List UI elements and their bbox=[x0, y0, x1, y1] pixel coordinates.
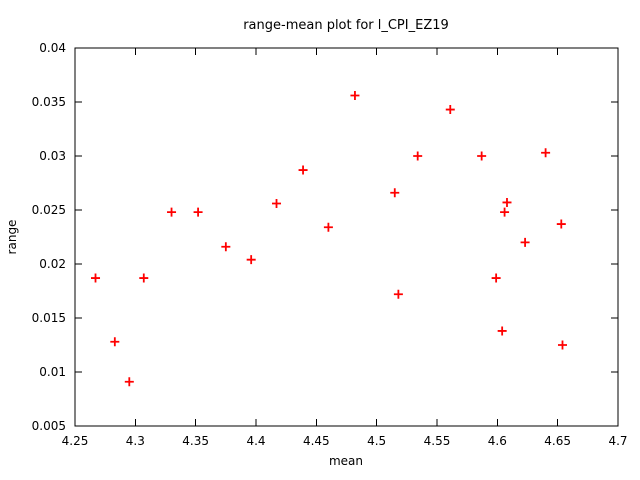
x-tick-label: 4.3 bbox=[126, 434, 145, 448]
chart-title: range-mean plot for l_CPI_EZ19 bbox=[243, 18, 449, 33]
scatter-points bbox=[91, 91, 567, 387]
y-tick-label: 0.005 bbox=[32, 419, 66, 433]
data-point-marker bbox=[393, 289, 403, 299]
data-point-marker bbox=[110, 337, 120, 347]
axis-ticks: 4.25 4.3 4.35 4.4 4.45 4.5 4.55 4.6 4.65 4.7 0.005… bbox=[32, 41, 628, 448]
x-tick-label: 4.4 bbox=[246, 434, 265, 448]
x-tick-label: 4.45 bbox=[303, 434, 330, 448]
plot-area bbox=[74, 47, 619, 427]
data-point-marker bbox=[557, 340, 567, 350]
x-tick-label: 4.55 bbox=[424, 434, 451, 448]
data-point-marker bbox=[167, 207, 177, 217]
data-point-marker bbox=[556, 219, 566, 229]
x-tick-label: 4.35 bbox=[182, 434, 209, 448]
y-tick-label: 0.03 bbox=[39, 149, 66, 163]
x-tick-label: 4.6 bbox=[488, 434, 507, 448]
y-tick-label: 0.035 bbox=[32, 95, 66, 109]
y-tick-label: 0.04 bbox=[39, 41, 66, 55]
data-point-marker bbox=[445, 105, 455, 115]
data-point-marker bbox=[413, 151, 423, 161]
y-tick-label: 0.01 bbox=[39, 365, 66, 379]
x-tick-label: 4.65 bbox=[544, 434, 571, 448]
data-point-marker bbox=[502, 197, 512, 207]
data-point-marker bbox=[91, 273, 101, 283]
y-tick-label: 0.02 bbox=[39, 257, 66, 271]
data-point-marker bbox=[193, 207, 203, 217]
data-point-marker bbox=[520, 237, 530, 247]
data-point-marker bbox=[298, 165, 308, 175]
y-tick-label: 0.025 bbox=[32, 203, 66, 217]
x-tick-label: 4.7 bbox=[608, 434, 627, 448]
data-point-marker bbox=[272, 199, 282, 209]
data-point-marker bbox=[246, 255, 256, 265]
y-tick-label: 0.015 bbox=[32, 311, 66, 325]
data-point-marker bbox=[491, 273, 501, 283]
data-point-marker bbox=[139, 273, 149, 283]
x-tick-label: 4.5 bbox=[367, 434, 386, 448]
data-point-marker bbox=[500, 207, 510, 217]
data-point-marker bbox=[497, 326, 507, 336]
data-point-marker bbox=[541, 148, 551, 158]
data-point-marker bbox=[350, 91, 360, 101]
x-tick-label: 4.25 bbox=[62, 434, 89, 448]
data-point-marker bbox=[221, 242, 231, 252]
data-point-marker bbox=[477, 151, 487, 161]
y-axis-label: range bbox=[5, 220, 19, 255]
data-point-marker bbox=[323, 222, 333, 232]
data-point-marker bbox=[390, 188, 400, 198]
x-axis-label: mean bbox=[329, 454, 363, 468]
data-point-marker bbox=[124, 377, 134, 387]
